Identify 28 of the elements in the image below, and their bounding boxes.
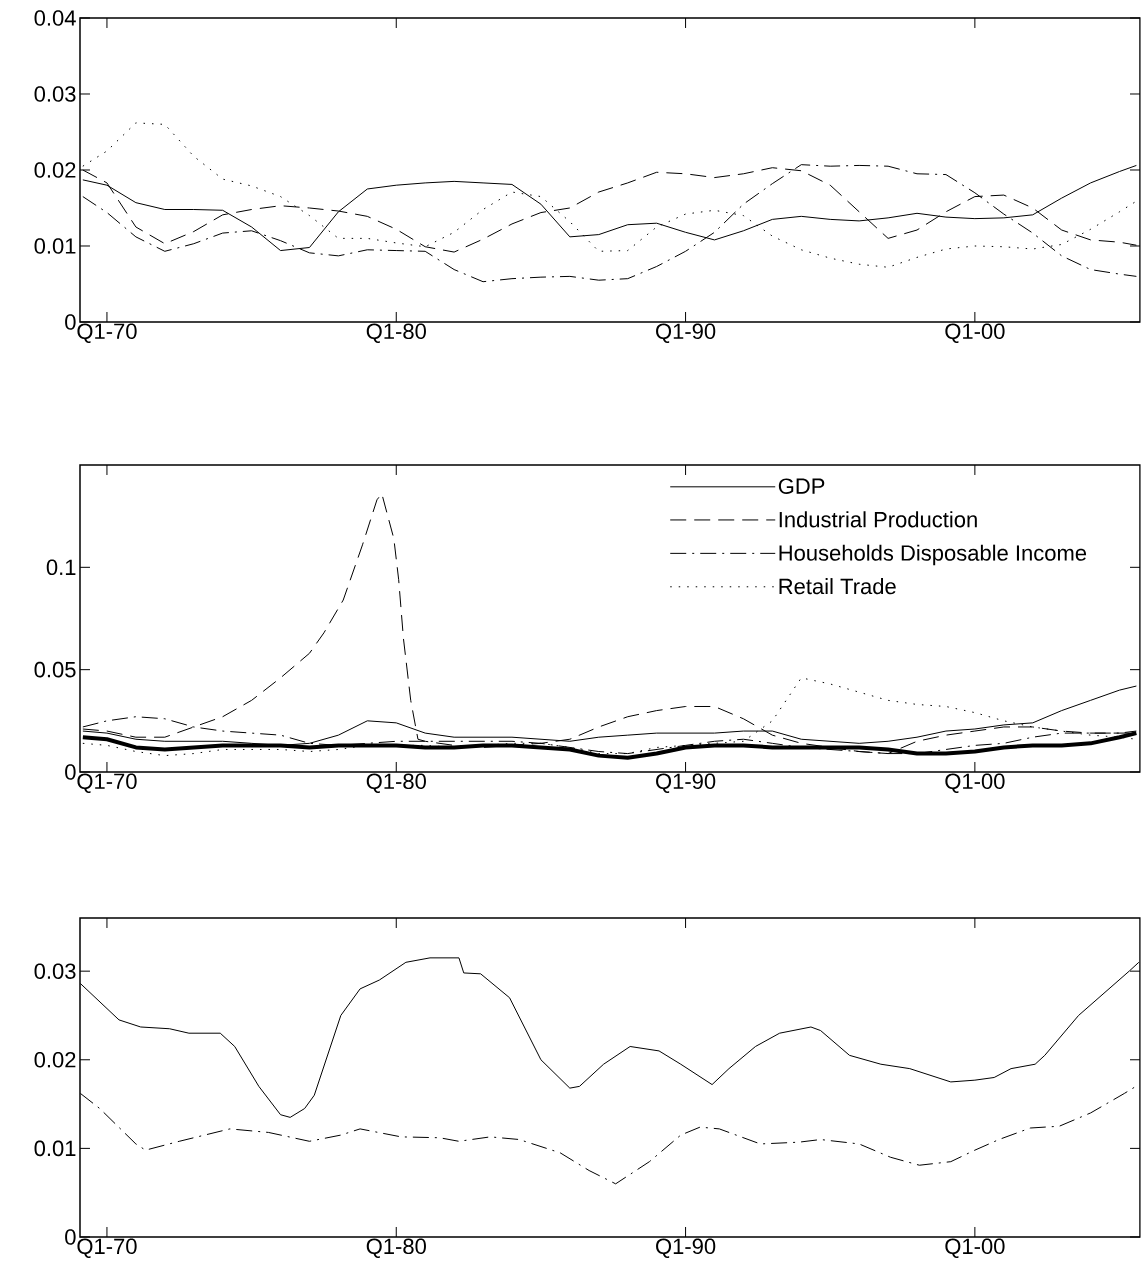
y-tick-label: 0.03 [34,86,76,102]
y-tick-label: 0.05 [34,661,76,678]
x-tick-label: Q1-80 [366,323,427,344]
x-tick-label: Q1-70 [77,323,137,344]
y-tick-label: 0.02 [34,162,76,178]
x-tick-label: Q1-00 [945,1238,1005,1259]
legend-label: Industrial Production [779,511,977,528]
y-tick-label: 0.01 [34,238,76,254]
x-tick-label: Q1-90 [656,323,716,344]
legend-label: Retail Trade [779,578,896,595]
x-tick-label: Q1-00 [945,323,1005,344]
legend-label: Households Disposable Income [779,544,1087,566]
x-tick-label: Q1-00 [945,773,1005,794]
y-tick-label: 0.01 [34,1140,76,1157]
y-tick-label: 0.04 [34,10,76,26]
legend-label: GDP [778,478,825,494]
y-tick-label: 0 [65,314,76,330]
x-tick-label: Q1-80 [366,1238,427,1259]
x-tick-label: Q1-70 [77,773,137,794]
y-tick-label: 0.1 [46,559,76,576]
y-tick-label: 0.03 [34,963,76,979]
x-tick-label: Q1-90 [656,773,716,794]
y-tick-label: 0 [65,1229,76,1245]
x-tick-label: Q1-90 [656,1238,716,1259]
y-tick-label: 0 [65,764,76,780]
x-tick-label: Q1-70 [77,1238,137,1259]
x-tick-label: Q1-80 [366,773,427,794]
y-tick-label: 0.02 [34,1051,76,1068]
